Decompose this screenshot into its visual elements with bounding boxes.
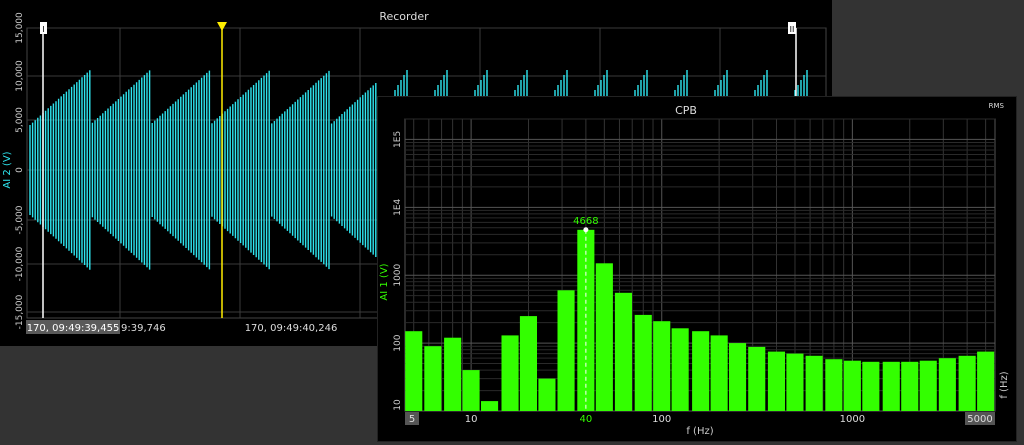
recorder-y-ticks: 15,000 10,000 5,000 0 -5,000 -10,000 -15,000 [15,12,25,329]
cpb-bar [938,358,956,411]
cpb-y-ticks: 1E5 1E4 1000 100 10 [393,131,403,411]
cpb-corner-label: RMS [989,102,1005,110]
recorder-cursor-right-marker: II [790,25,795,34]
recorder-xtick-center: 170, 09:49:40,246 [245,323,338,334]
cpb-bar [538,378,556,411]
cpb-x-axis-right-label: f (Hz) [999,371,1010,398]
cpb-bar [424,346,442,411]
cpb-bar [825,359,843,411]
cpb-xtick: 5 [409,414,415,425]
cpb-bar [501,335,519,411]
recorder-cursor-yellow-handle[interactable] [217,22,227,31]
cpb-bar [671,328,689,411]
cpb-xtick: 100 [652,414,671,425]
recorder-title: Recorder [379,10,429,23]
cpb-ytick: 100 [393,334,403,351]
cpb-marker[interactable]: 4668 [573,216,599,411]
cpb-bar [805,355,823,411]
cpb-bar [901,361,919,411]
recorder-ytick: -15,000 [15,294,25,329]
recorder-trace [29,70,808,270]
cpb-bar [614,292,632,411]
cpb-ytick: 1E4 [393,198,403,215]
recorder-cursor-left-label: 170, 09:49:39,455 [27,323,120,334]
cpb-xtick: 40 [580,414,593,425]
cpb-ytick: 10 [393,399,403,411]
recorder-ytick: -10,000 [15,246,25,281]
cpb-bar [843,360,861,411]
cpb-bar [919,360,937,411]
cpb-bar [405,331,423,411]
recorder-trace-peaks [394,70,808,96]
cpb-bar [767,351,785,411]
cpb-chart: CPB RMS 4668 1E5 1E4 1000 100 10 5 10 40 100 100… [379,102,1010,437]
recorder-ytick: 15,000 [15,12,25,44]
recorder-ytick: 10,000 [15,60,25,92]
cpb-xtick-bg [965,412,995,425]
cpb-bar [481,401,499,411]
cpb-xlabel: f (Hz) [686,426,713,437]
recorder-xtick-partial: 9:39,746 [121,323,166,334]
cpb-bar [519,316,537,411]
recorder-cursor-left-marker: I [42,25,44,34]
recorder-ytick: 5,000 [15,107,25,133]
recorder-cursor-left-handle[interactable] [40,22,47,34]
cpb-bar [444,337,462,411]
recorder-cursor-left-label-bg [26,320,120,334]
recorder-ytick: -5,000 [15,205,25,234]
cpb-bar [653,321,671,411]
cpb-bars [405,229,995,411]
cpb-marker-label: 4668 [573,216,598,227]
recorder-ylabel: AI 2 (V) [2,151,13,188]
cpb-xtick: 5000 [967,414,992,425]
cpb-xtick: 1000 [840,414,865,425]
cpb-bar [729,343,747,411]
cpb-bar [692,331,710,411]
cpb-bar [748,346,766,411]
recorder-ytick: 0 [15,167,25,173]
cpb-marker-dot[interactable] [583,227,589,233]
cpb-bar [595,263,613,411]
cpb-bar [557,290,575,411]
cpb-bar [862,361,880,411]
cpb-x-ticks: 5 10 40 100 1000 5000 [405,412,995,425]
cpb-xtick: 10 [465,414,478,425]
cpb-panel: CPB RMS 4668 1E5 1E4 1000 100 10 5 10 40 100 100… [377,96,1017,442]
cpb-bar [882,361,900,411]
recorder-cursor-right-handle[interactable] [788,22,796,34]
cpb-bar [577,229,595,411]
cpb-ytick: 1000 [393,263,403,286]
cpb-ytick: 1E5 [393,131,403,148]
cpb-bar [634,314,652,411]
cpb-ylabel: AI 1 (V) [379,263,390,300]
cpb-bar [786,353,804,411]
cpb-bar [710,335,728,411]
cpb-bar [958,355,976,411]
cpb-bar [462,370,480,411]
cpb-bar [977,351,995,411]
cpb-title: CPB [675,104,697,117]
cpb-xtick-bg [405,412,419,425]
